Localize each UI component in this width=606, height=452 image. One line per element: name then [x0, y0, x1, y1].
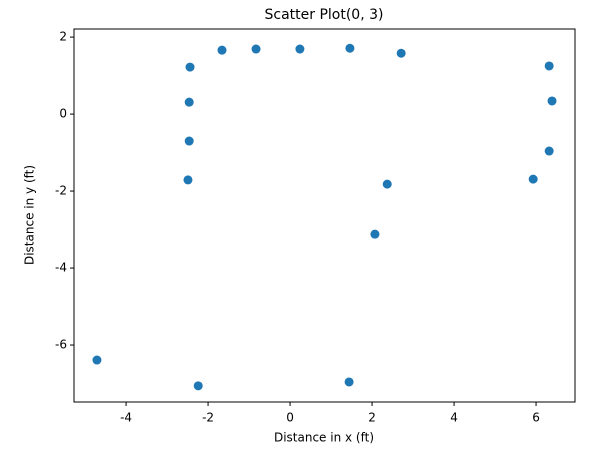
x-tick-label: 0 — [286, 411, 294, 425]
point — [193, 381, 203, 391]
point — [544, 146, 554, 156]
y-tick-label: 2 — [59, 30, 67, 44]
point — [344, 377, 354, 387]
y-tick-label: 0 — [59, 107, 67, 121]
point — [528, 174, 538, 184]
x-axis-label: Distance in x (ft) — [274, 431, 374, 445]
point — [92, 355, 102, 365]
point — [183, 175, 193, 185]
x-tick-label: 6 — [532, 411, 540, 425]
point — [185, 62, 195, 72]
y-tick-label: -6 — [55, 338, 67, 352]
y-tick-label: -4 — [55, 261, 67, 275]
point — [184, 136, 194, 146]
point — [547, 96, 557, 106]
point — [396, 48, 406, 58]
x-tick-label: 4 — [450, 411, 458, 425]
point — [370, 229, 380, 239]
x-tick-label: -2 — [202, 411, 214, 425]
y-tick-label: -2 — [55, 184, 67, 198]
point — [544, 61, 554, 71]
x-tick-label: -4 — [120, 411, 132, 425]
plot-frame — [73, 28, 576, 403]
point — [251, 44, 261, 54]
point — [345, 43, 355, 53]
y-axis-label: Distance in y (ft) — [23, 165, 37, 265]
point — [217, 45, 227, 55]
point — [184, 97, 194, 107]
x-tick-label: 2 — [368, 411, 376, 425]
chart-title: Scatter Plot(0, 3) — [265, 7, 384, 23]
point — [382, 179, 392, 189]
point — [295, 44, 305, 54]
